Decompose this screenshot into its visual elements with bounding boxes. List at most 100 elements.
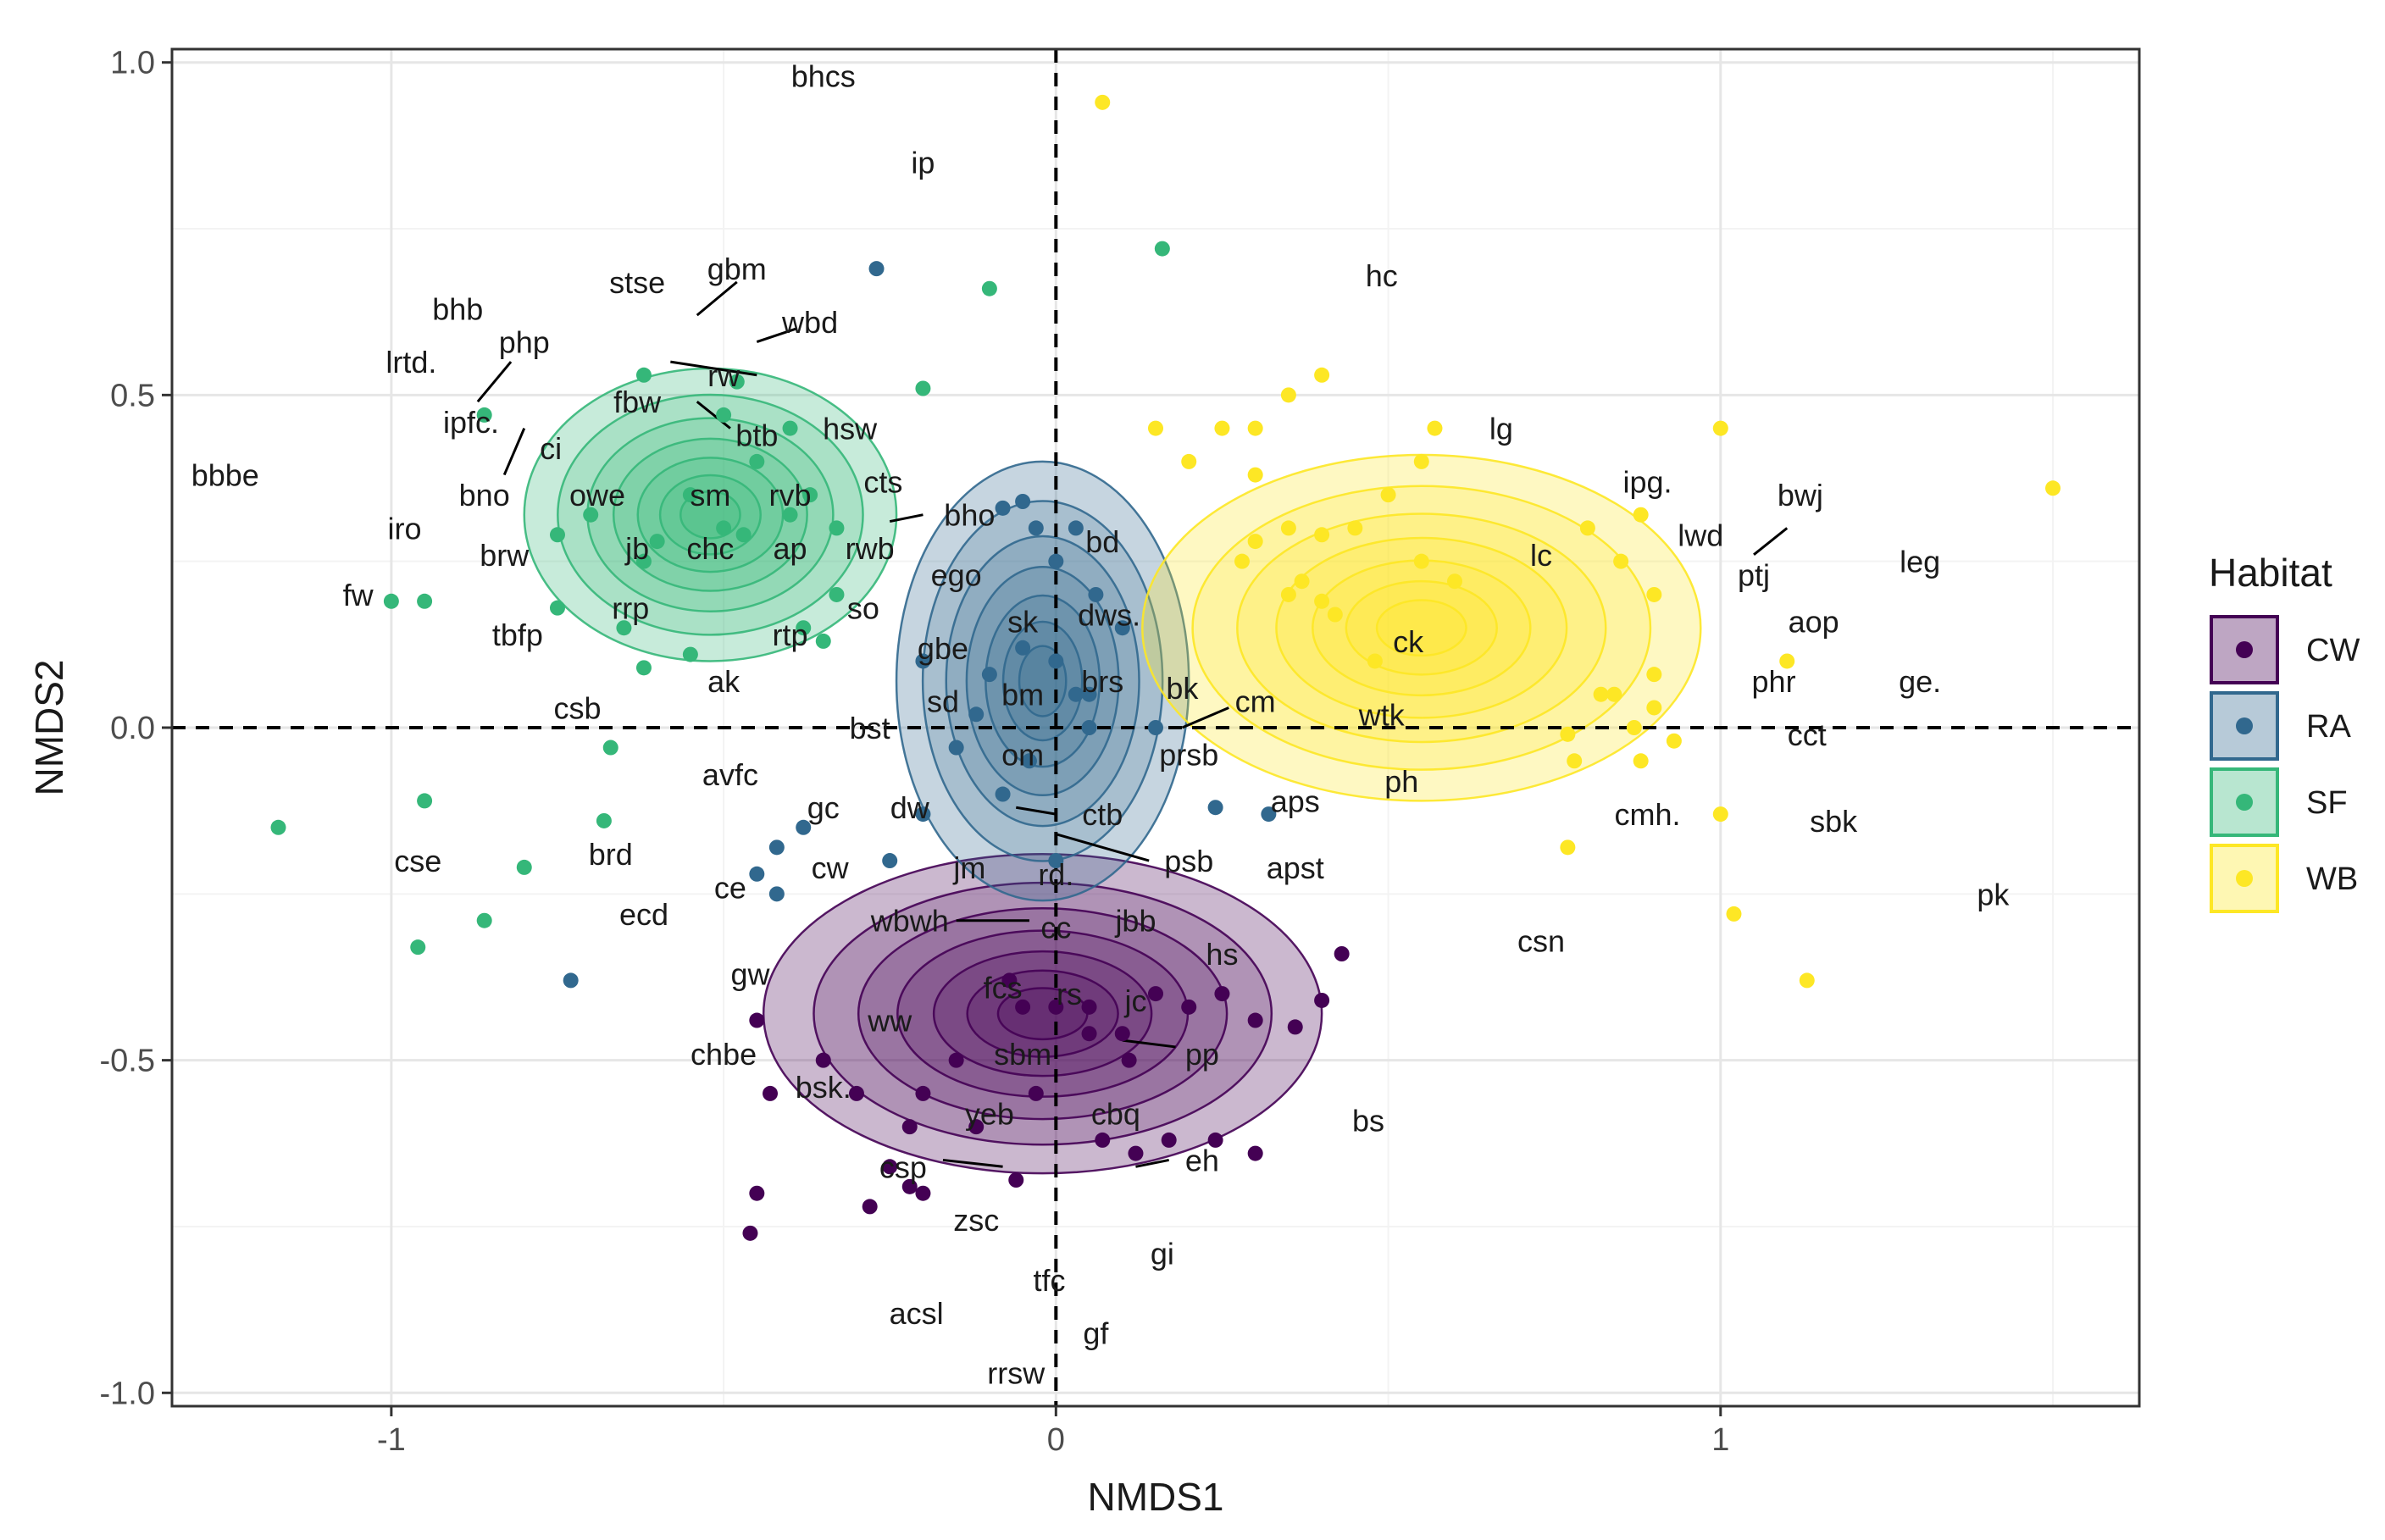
data-point-wb xyxy=(1280,586,1296,602)
data-point-wb xyxy=(1280,387,1296,403)
species-label: aps xyxy=(1271,784,1320,818)
contour-group-wb xyxy=(1141,453,1702,802)
x-tick-label: 1 xyxy=(1711,1422,1729,1458)
species-label: bno xyxy=(459,478,510,512)
data-point-wb xyxy=(1646,586,1662,602)
density-contours xyxy=(523,367,1702,1175)
data-point-wb xyxy=(2045,480,2061,496)
data-point-wb xyxy=(1447,573,1463,590)
species-label: ptj xyxy=(1738,557,1770,592)
x-axis-title: NMDS1 xyxy=(1087,1475,1223,1519)
data-point-wb xyxy=(1095,94,1111,110)
species-label: rtp xyxy=(773,618,808,652)
species-label: cbq xyxy=(1091,1096,1140,1131)
species-label: lrtd. xyxy=(385,345,436,379)
species-label: cts xyxy=(863,464,902,499)
data-point-cw xyxy=(742,1225,758,1241)
data-point-cw xyxy=(968,1119,985,1135)
species-label: ecd xyxy=(619,897,668,932)
species-label: chbe xyxy=(691,1037,757,1072)
data-point-sf xyxy=(616,620,632,636)
species-labels: bhcs ip hc stse gbm bhb wbd php lrtd. rw fbw ipfc. b… xyxy=(191,58,2011,1390)
data-point-wb xyxy=(1779,653,1795,669)
data-point-cw xyxy=(1214,986,1230,1002)
data-point-sf xyxy=(270,819,286,835)
data-point-sf xyxy=(815,633,831,649)
species-label: ck xyxy=(1393,624,1424,659)
data-point-wb xyxy=(1413,553,1429,569)
species-label: ph xyxy=(1384,764,1418,799)
species-label: ww xyxy=(867,1004,912,1039)
data-point-ra xyxy=(768,839,785,856)
species-label: ipg. xyxy=(1622,464,1672,499)
species-label: ce xyxy=(714,870,746,905)
data-point-wb xyxy=(1633,753,1649,769)
density-contour-sf xyxy=(557,393,864,636)
species-label: cmh. xyxy=(1614,797,1680,832)
data-point-sf xyxy=(981,280,997,296)
species-label: fcs xyxy=(984,970,1023,1005)
species-label: fw xyxy=(343,578,374,612)
data-point-sf xyxy=(476,407,492,423)
data-point-cw xyxy=(1001,972,1018,989)
legend-key-dot xyxy=(2236,717,2253,734)
data-point-wb xyxy=(1148,420,1163,436)
species-label: ak xyxy=(707,664,740,699)
species-label: rs xyxy=(1057,977,1082,1011)
data-point-wb xyxy=(1666,733,1682,749)
data-point-cw xyxy=(848,1085,864,1101)
data-point-sf xyxy=(1154,241,1170,257)
density-contour-sf xyxy=(612,437,808,592)
species-label: bhb xyxy=(432,291,483,326)
data-point-ra xyxy=(1048,553,1064,569)
y-tick-label: -1.0 xyxy=(100,1376,155,1411)
data-point-ra xyxy=(915,653,931,669)
data-point-sf xyxy=(635,553,652,569)
data-point-cw xyxy=(1048,999,1064,1015)
data-point-sf xyxy=(417,593,433,609)
leader-lines xyxy=(476,280,1789,1168)
data-point-sf xyxy=(410,939,426,956)
data-point-cw xyxy=(1121,1052,1137,1068)
data-point-sf xyxy=(602,740,618,756)
species-label: tbfp xyxy=(492,618,543,652)
density-contour-cw xyxy=(813,881,1273,1146)
data-point-ra xyxy=(796,819,812,835)
data-point-wb xyxy=(1413,453,1429,469)
species-label: ap xyxy=(774,531,807,566)
data-point-wb xyxy=(1314,367,1330,383)
data-point-sf xyxy=(829,586,845,602)
species-label: bm xyxy=(1001,678,1044,712)
density-contour-cw xyxy=(932,950,1153,1077)
data-point-ra xyxy=(995,500,1011,516)
species-label: lg xyxy=(1489,412,1513,446)
species-label: bho xyxy=(944,498,995,533)
data-point-cw xyxy=(749,1012,765,1028)
data-point-wb xyxy=(1247,534,1263,550)
species-label: ip xyxy=(911,146,935,180)
data-point-ra xyxy=(1088,586,1104,602)
data-point-sf xyxy=(729,374,745,390)
species-label: gbe xyxy=(918,631,968,666)
species-label: rd. xyxy=(1038,857,1073,892)
data-point-ra xyxy=(1021,753,1037,769)
legend-key-dot xyxy=(2236,641,2253,658)
y-tick-label: -0.5 xyxy=(100,1044,155,1079)
data-point-sf xyxy=(596,812,612,828)
data-point-sf xyxy=(802,487,818,503)
data-point-wb xyxy=(1712,806,1728,823)
data-point-wb xyxy=(1367,653,1383,669)
label-leader-line xyxy=(1122,1039,1176,1049)
data-point-wb xyxy=(1427,420,1443,436)
data-point-cw xyxy=(901,1178,918,1194)
data-point-ra xyxy=(768,886,785,902)
label-leader-line xyxy=(756,327,797,343)
species-label: fbw xyxy=(613,385,662,419)
species-label: phr xyxy=(1752,664,1796,699)
species-label: sbm xyxy=(994,1037,1051,1072)
data-point-sf xyxy=(915,380,931,396)
data-point-sf xyxy=(682,487,698,503)
data-point-sf xyxy=(383,593,399,609)
label-leader-line xyxy=(1016,806,1057,816)
legend-item-ra: RA xyxy=(2210,691,2351,761)
